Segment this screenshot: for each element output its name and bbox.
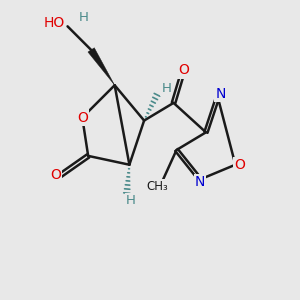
Text: N: N — [215, 87, 226, 101]
Text: O: O — [178, 64, 189, 77]
Text: CH₃: CH₃ — [146, 180, 168, 193]
Text: H: H — [79, 11, 89, 24]
Text: H: H — [161, 82, 171, 95]
Text: HO: HO — [44, 16, 64, 30]
Text: N: N — [195, 176, 205, 189]
Text: H: H — [126, 194, 136, 207]
Text: O: O — [50, 168, 61, 182]
Text: O: O — [77, 111, 88, 124]
Text: O: O — [234, 158, 245, 172]
Polygon shape — [88, 48, 115, 85]
